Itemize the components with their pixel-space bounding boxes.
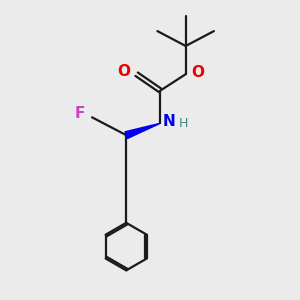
Text: O: O [117,64,130,79]
Text: O: O [191,65,204,80]
Text: N: N [163,114,175,129]
Text: H: H [179,117,188,130]
Polygon shape [125,123,160,139]
Text: F: F [74,106,85,121]
